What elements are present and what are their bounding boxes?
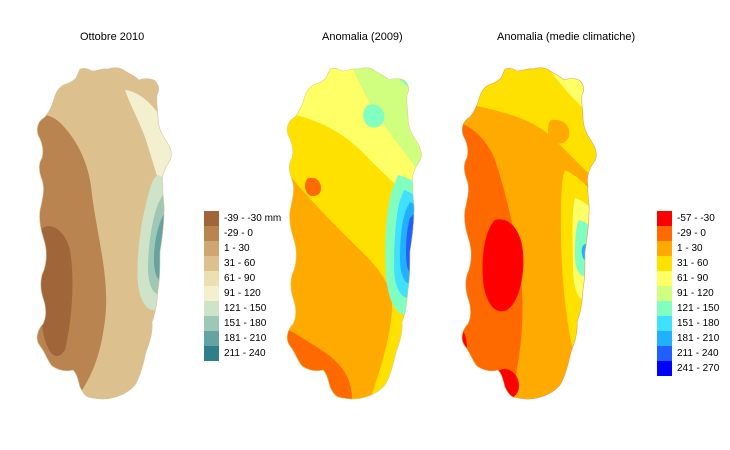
legend-swatch [204,271,219,286]
legend-swatch [204,286,219,301]
legend-swatch [657,226,672,241]
legend-swatch [657,316,672,331]
legend-swatch [657,241,672,256]
legend-entry: 1 - 30 [204,241,250,256]
map-anomaly-climate [461,67,597,400]
legend-swatch [204,241,219,256]
legend-entry: -29 - 0 [204,226,253,241]
legend-label: -29 - 0 [224,228,253,239]
legend-label: 31 - 60 [677,258,709,269]
panel-title-anomaly-2009: Anomalia (2009) [322,31,403,43]
legend-entry: 211 - 240 [204,346,266,361]
legend-entry: 211 - 240 [657,346,719,361]
legend-entry: 121 - 150 [204,301,266,316]
legend-entry: 121 - 150 [657,301,719,316]
legend-label: 61 - 90 [224,273,256,284]
legend-entry: -57 - -30 [657,211,715,226]
legend-label: -29 - 0 [677,228,706,239]
legend-entry: 1 - 30 [657,241,703,256]
legend-rainfall: -39 - -30 mm -29 - 0 1 - 30 31 - 60 61 - 90 9… [204,211,294,361]
legend-label: 181 - 210 [224,333,267,344]
legend-entry: 61 - 90 [204,271,255,286]
legend-label: -39 - -30 mm [224,213,282,224]
legend-swatch [657,346,672,361]
legend-anomaly: -57 - -30 -29 - 0 1 - 30 31 - 60 61 - 90 91 -… [657,211,729,376]
legend-label: 121 - 150 [224,303,267,314]
legend-swatch [657,286,672,301]
legend-entry: 91 - 120 [657,286,714,301]
legend-swatch [657,211,672,226]
legend-label: 151 - 180 [224,318,267,329]
legend-entry: -29 - 0 [657,226,706,241]
legend-label: 211 - 240 [224,348,266,359]
legend-swatch [204,331,219,346]
legend-swatch [657,301,672,316]
legend-swatch [204,211,219,226]
legend-entry: 151 - 180 [204,316,266,331]
legend-label: 1 - 30 [677,243,703,254]
legend-label: 121 - 150 [677,303,720,314]
legend-swatch [204,256,219,271]
legend-label: 91 - 120 [224,288,261,299]
legend-label: 211 - 240 [677,348,719,359]
legend-entry: 31 - 60 [204,256,255,271]
legend-swatch [204,301,219,316]
legend-entry: 181 - 210 [204,331,266,346]
legend-entry: 241 - 270 [657,361,719,376]
legend-entry: 91 - 120 [204,286,261,301]
legend-label: -57 - -30 [677,213,715,224]
panel-title-rainfall: Ottobre 2010 [80,31,145,43]
legend-swatch [657,361,672,376]
panel-title-anomaly-climate: Anomalia (medie climatiche) [497,31,636,43]
map-anomaly-2009 [286,67,422,400]
map-rainfall-oct-2010 [36,67,172,400]
legend-swatch [204,226,219,241]
legend-swatch [204,346,219,361]
legend-label: 181 - 210 [677,333,720,344]
legend-swatch [657,331,672,346]
legend-label: 1 - 30 [224,243,250,254]
legend-swatch [657,271,672,286]
legend-entry: 181 - 210 [657,331,719,346]
legend-swatch [204,316,219,331]
legend-label: 151 - 180 [677,318,720,329]
legend-label: 61 - 90 [677,273,709,284]
legend-entry: 151 - 180 [657,316,719,331]
legend-entry: 61 - 90 [657,271,708,286]
legend-label: 31 - 60 [224,258,256,269]
legend-label: 91 - 120 [677,288,714,299]
legend-label: 241 - 270 [677,363,720,374]
legend-entry: 31 - 60 [657,256,708,271]
legend-swatch [657,256,672,271]
legend-entry: -39 - -30 mm [204,211,281,226]
